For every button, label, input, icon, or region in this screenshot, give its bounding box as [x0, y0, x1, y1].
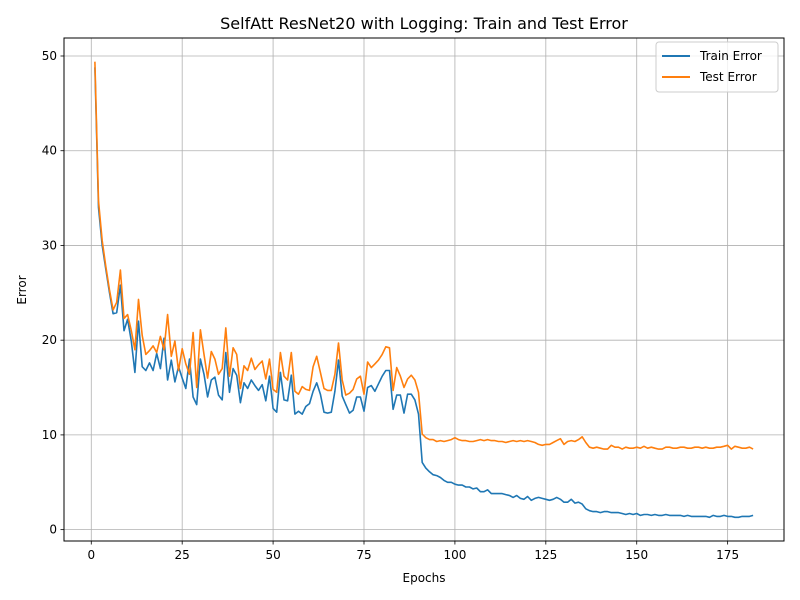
x-tick-label: 75	[356, 548, 371, 562]
legend-label-test: Test Error	[699, 70, 757, 84]
y-tick-label: 40	[42, 144, 57, 158]
y-tick-label: 0	[49, 523, 57, 537]
y-tick-label: 20	[42, 333, 57, 347]
series-lines	[94, 61, 754, 519]
y-tick-label: 30	[42, 238, 57, 252]
x-axis-label: Epochs	[403, 571, 446, 585]
x-tick-label: 50	[265, 548, 280, 562]
series-line-train-error	[94, 67, 754, 519]
x-tick-label: 125	[534, 548, 557, 562]
x-tick-label: 25	[175, 548, 190, 562]
y-axis-label: Error	[15, 275, 29, 304]
legend-label-train: Train Error	[699, 49, 762, 63]
x-tick-label: 0	[87, 548, 95, 562]
y-tick-label: 50	[42, 49, 57, 63]
x-tick-label: 175	[716, 548, 739, 562]
series-line-test-error	[94, 61, 754, 450]
plot-frame	[63, 37, 785, 542]
chart-title: SelfAtt ResNet20 with Logging: Train and…	[220, 14, 628, 33]
legend-box	[655, 41, 779, 93]
legend: Train Error Test Error	[655, 41, 779, 93]
x-tick-label: 100	[443, 548, 466, 562]
x-tick-label: 150	[625, 548, 648, 562]
y-tick-label: 10	[42, 428, 57, 442]
axis-ticks: 0 25 50 75 100 125 150 175 0 10 20 30 40 50	[42, 49, 739, 562]
